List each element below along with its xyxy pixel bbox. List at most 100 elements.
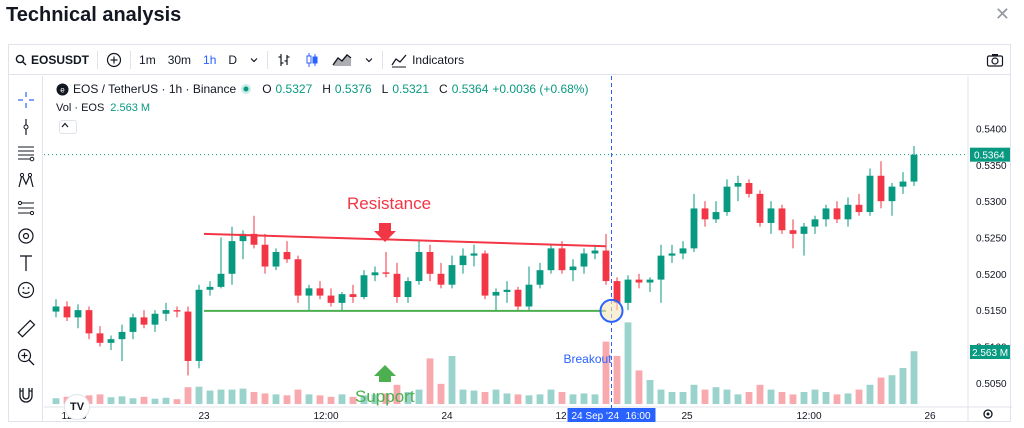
candle-body xyxy=(580,253,588,267)
legend-low: 0.5321 xyxy=(392,82,430,96)
legend-close: 0.5364 xyxy=(451,82,489,96)
interval-30m[interactable]: 30m xyxy=(167,52,192,67)
volume-bar xyxy=(294,389,302,404)
indicators-button[interactable]: Indicators xyxy=(385,45,470,74)
volume-bar xyxy=(129,398,137,404)
candle-body xyxy=(910,154,918,182)
volume-bar xyxy=(426,358,434,404)
volume-bar xyxy=(624,322,632,404)
chart-type-dropdown[interactable] xyxy=(358,45,380,74)
last-price-tag xyxy=(970,147,1010,162)
fib-retracement-icon[interactable] xyxy=(16,143,36,163)
trend-line-icon[interactable] xyxy=(16,117,36,137)
candle-body xyxy=(822,208,830,220)
pattern-icon[interactable] xyxy=(16,171,36,191)
chevron-down-icon xyxy=(250,57,258,62)
volume-bar xyxy=(459,389,467,404)
prediction-icon[interactable] xyxy=(16,198,36,218)
text-tool-icon[interactable] xyxy=(16,253,36,273)
interval-1h[interactable]: 1h xyxy=(203,52,217,67)
ruler-icon[interactable] xyxy=(16,319,36,339)
area-style-button[interactable] xyxy=(326,45,358,74)
chevron-down-icon xyxy=(365,57,373,62)
candle-body xyxy=(217,273,225,287)
svg-text:e: e xyxy=(60,85,65,94)
candle-body xyxy=(52,306,60,312)
compare-symbol-button[interactable] xyxy=(100,45,128,74)
crosshair-time-tag xyxy=(567,408,656,422)
candle-body xyxy=(745,183,753,194)
eos-logo-icon: e xyxy=(56,83,69,96)
volume-bar xyxy=(569,394,577,404)
candle-body xyxy=(712,212,720,220)
chart-widget: EOSUSDT 1m 30m 1h D Indicators xyxy=(8,44,1012,422)
volume-bar xyxy=(481,392,489,404)
candle-body xyxy=(679,248,687,254)
legend-high: 0.5376 xyxy=(334,82,372,96)
volume-bar xyxy=(822,392,830,404)
volume-bar xyxy=(327,396,335,404)
crosshair-icon[interactable] xyxy=(16,90,36,110)
candle-body xyxy=(107,339,115,343)
interval-1d[interactable]: D xyxy=(228,52,238,67)
candle-body xyxy=(195,289,203,361)
price-chart[interactable]: 0.54000.53500.53000.52500.52000.51500.51… xyxy=(44,76,1012,422)
snapshot-button[interactable] xyxy=(980,45,1010,74)
zoom-in-icon[interactable] xyxy=(16,347,36,367)
emoji-icon[interactable] xyxy=(16,280,36,300)
candle-body xyxy=(514,289,522,307)
bars-style-button[interactable] xyxy=(270,45,298,74)
price-tick-label: 0.5150 xyxy=(976,306,1007,317)
candle-body xyxy=(404,281,412,298)
symbol-search-button[interactable]: EOSUSDT xyxy=(9,45,95,74)
settings-icon[interactable] xyxy=(983,409,993,419)
candle-body xyxy=(448,265,456,285)
close-icon[interactable]: ✕ xyxy=(994,4,1010,24)
resistance-line xyxy=(203,232,607,248)
candles-style-button[interactable] xyxy=(298,45,326,74)
candle-body xyxy=(338,294,346,303)
brush-icon[interactable] xyxy=(16,226,36,246)
candle-body xyxy=(701,208,709,220)
candle-body xyxy=(591,250,599,254)
bars-icon xyxy=(278,53,290,66)
symbol-label: EOSUSDT xyxy=(31,52,90,67)
tradingview-logo[interactable]: TV xyxy=(64,394,90,420)
volume-bar xyxy=(635,370,643,404)
volume-bar xyxy=(602,341,610,404)
candle-body xyxy=(184,311,192,361)
price-tick-label: 0.5050 xyxy=(976,379,1007,390)
volume-bar xyxy=(899,368,907,404)
candle-body xyxy=(646,279,654,283)
volume-bar xyxy=(888,375,896,404)
candle-body xyxy=(635,279,643,283)
volume-value: 2.563 M xyxy=(110,102,151,114)
volume-bar xyxy=(371,394,379,404)
legend-high-label: H xyxy=(322,82,331,96)
breakout-annotation: Breakout xyxy=(564,352,613,366)
volume-bar xyxy=(492,389,500,404)
volume-bar xyxy=(404,392,412,404)
drawing-toolbar xyxy=(9,76,43,422)
candle-body xyxy=(371,272,379,276)
volume-bar xyxy=(833,394,841,404)
magnet-icon[interactable] xyxy=(16,385,36,405)
interval-1m[interactable]: 1m xyxy=(139,52,156,67)
candle-body xyxy=(305,288,313,296)
candle-body xyxy=(657,255,665,280)
interval-dropdown[interactable] xyxy=(243,45,265,74)
volume-bar xyxy=(877,377,885,404)
time-tick-label: 23 xyxy=(198,411,210,422)
market-status-icon xyxy=(240,83,252,95)
indicators-icon xyxy=(391,54,407,67)
candle-body xyxy=(316,288,324,296)
volume-bar xyxy=(261,393,269,404)
chart-area[interactable]: 0.54000.53500.53000.52500.52000.51500.51… xyxy=(44,76,1012,422)
time-tick-label: 12:00 xyxy=(796,411,821,422)
crosshair-date-label: 24 Sep '24 xyxy=(572,411,620,422)
collapse-legend-button[interactable] xyxy=(59,120,77,134)
volume-bar xyxy=(228,389,236,404)
candle-body xyxy=(811,219,819,227)
volume-bar xyxy=(349,396,357,404)
volume-bar xyxy=(316,395,324,404)
